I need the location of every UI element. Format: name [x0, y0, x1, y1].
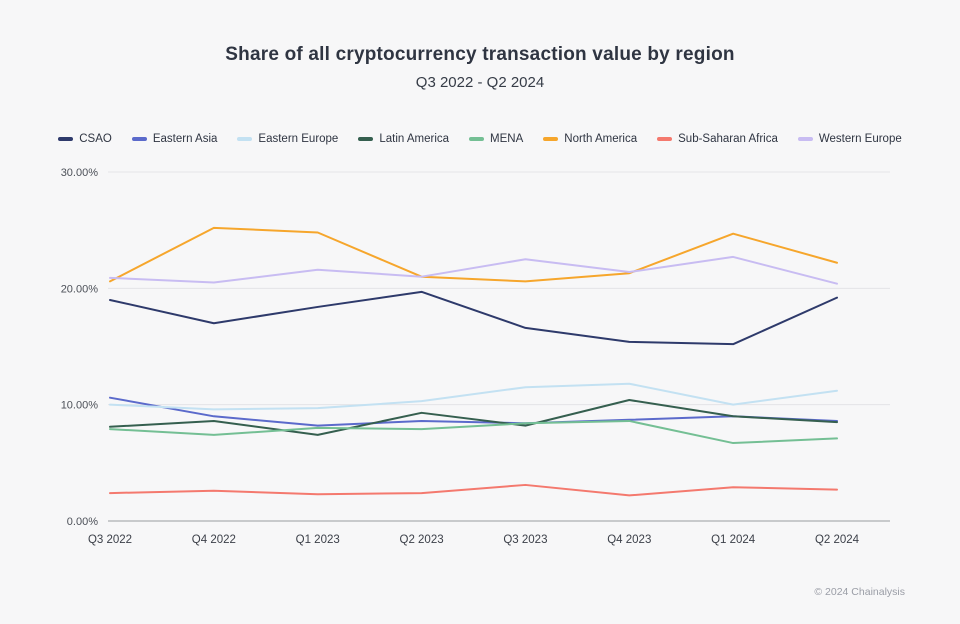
legend-item-csao: CSAO [58, 133, 112, 145]
y-tick-label: 30.00% [61, 167, 99, 179]
legend: CSAO Eastern Asia Eastern Europe Latin Amer… [40, 133, 920, 145]
legend-marker-icon [657, 137, 673, 141]
x-tick-label: Q2 2024 [815, 534, 860, 546]
legend-label: Eastern Asia [152, 133, 218, 145]
y-tick-label: 10.00% [61, 400, 99, 412]
chart-subtitle: Q3 2022 - Q2 2024 [415, 74, 545, 91]
chart-title: Share of all cryptocurrency transaction … [225, 44, 735, 65]
series-line-sub-saharan-africa [109, 483, 838, 497]
legend-label: North America [564, 133, 638, 145]
series-line-western-europe [109, 255, 838, 285]
series-line-eastern-asia [109, 396, 838, 427]
x-tick-label: Q1 2024 [711, 534, 756, 546]
legend-label: MENA [490, 133, 524, 145]
legend-marker-icon [797, 137, 813, 141]
legend-item-north-america: North America [543, 133, 637, 145]
x-tick-label: Q2 2023 [400, 534, 444, 546]
x-tick-label: Q4 2023 [607, 534, 651, 546]
legend-label: Latin America [379, 133, 450, 145]
series-line-latin-america [109, 399, 838, 436]
series-line-eastern-europe [109, 382, 838, 411]
legend-marker-icon [543, 137, 559, 141]
legend-label: Eastern Europe [258, 133, 339, 145]
legend-item-latin-america: Latin America [358, 133, 449, 145]
legend-marker-icon [131, 137, 147, 141]
legend-item-eastern-europe: Eastern Europe [237, 133, 338, 145]
y-tick-label: 0.00% [67, 516, 98, 528]
legend-marker-icon [358, 137, 374, 141]
chart-svg: 0.00% 10.00% 20.00% 30.00% Q3 2022 Q4 2022 Q1 … [61, 167, 890, 546]
legend-marker-icon [58, 137, 74, 141]
legend-item-sub-saharan-africa: Sub-Saharan Africa [657, 133, 778, 145]
legend-marker-icon [469, 137, 485, 141]
x-tick-label: Q3 2023 [503, 534, 547, 546]
legend-marker-icon [237, 137, 253, 141]
legend-label: CSAO [79, 133, 112, 145]
series-line-mena [109, 419, 838, 445]
x-tick-label: Q3 2022 [88, 534, 132, 546]
legend-label: Sub-Saharan Africa [678, 133, 778, 145]
x-tick-label: Q1 2023 [296, 534, 340, 546]
legend-item-mena: MENA [469, 133, 523, 145]
x-tick-label: Q4 2022 [192, 534, 236, 546]
y-tick-label: 20.00% [61, 283, 99, 295]
plot-area: 0.00% 10.00% 20.00% 30.00% Q3 2022 Q4 2022 Q1 … [50, 150, 930, 560]
series-line-csao [109, 290, 838, 346]
series-line-north-america [109, 226, 838, 283]
legend-label: Western Europe [818, 133, 902, 145]
legend-item-eastern-asia: Eastern Asia [131, 133, 218, 145]
legend-item-western-europe: Western Europe [797, 133, 902, 145]
copyright: © 2024 Chainalysis [814, 586, 905, 598]
